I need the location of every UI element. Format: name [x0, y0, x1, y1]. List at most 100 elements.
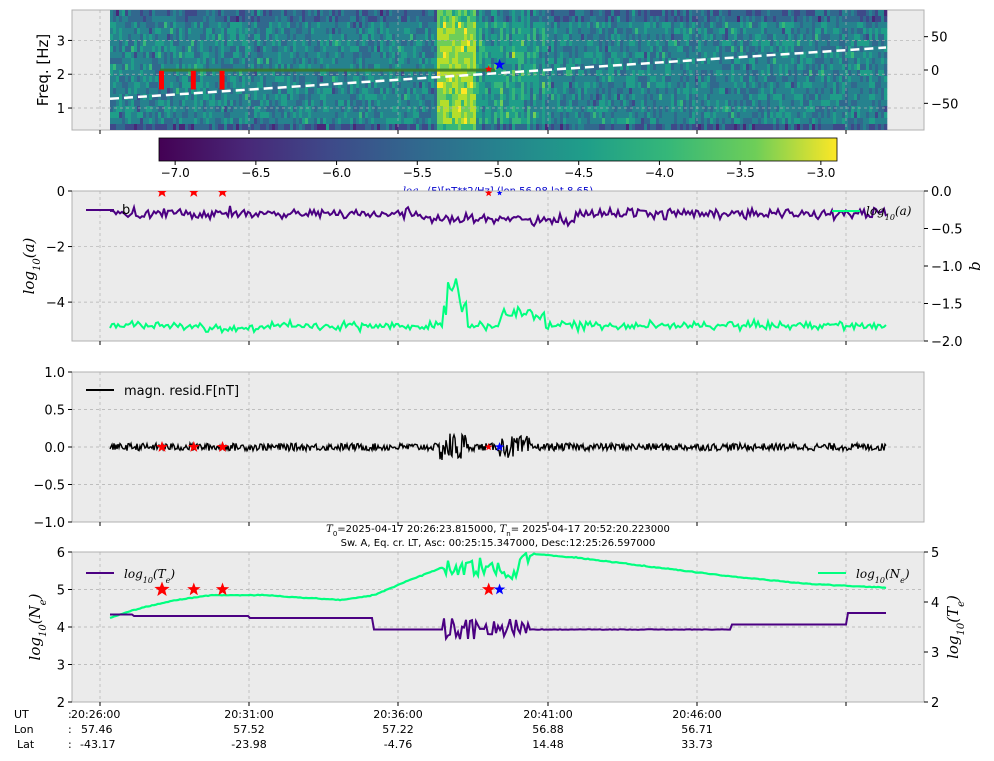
spectrogram-cell [686, 82, 690, 89]
spectrogram-cell [800, 76, 804, 83]
spectrogram-cell [485, 22, 489, 29]
spectrogram-cell [785, 76, 789, 83]
spectrogram-cell [677, 100, 681, 107]
spectrogram-cell [341, 70, 345, 77]
spectrogram-cell [518, 46, 522, 53]
spectrogram-cell [398, 124, 402, 130]
spectrogram-cell [839, 106, 843, 113]
spectrogram-cell [146, 70, 150, 77]
spectrogram-cell [347, 94, 351, 101]
spectrogram-cell [455, 124, 459, 130]
spectrogram-cell [374, 40, 378, 47]
spectrogram-cell [836, 94, 840, 101]
spectrogram-cell [380, 94, 384, 101]
spectrogram-cell [761, 94, 765, 101]
spectrogram-cell [296, 88, 300, 95]
spectrogram-cell [713, 118, 717, 125]
spectrogram-cell [797, 52, 801, 59]
spectrogram-cell [215, 64, 219, 71]
spectrogram-cell [755, 88, 759, 95]
spectrogram-cell [524, 76, 528, 83]
spectrogram-cell [509, 70, 513, 77]
spectrogram-cell [470, 22, 474, 29]
spectrogram-cell [314, 16, 318, 23]
spectrogram-cell [818, 52, 822, 59]
spectrogram-cell [215, 94, 219, 101]
spectrogram-cell [461, 112, 465, 119]
spectrogram-cell [227, 94, 231, 101]
spectrogram-cell [569, 124, 573, 130]
spectrogram-cell [164, 88, 168, 95]
spectrogram-cell [746, 106, 750, 113]
spectrogram-cell [110, 112, 114, 119]
spectrogram-cell [209, 52, 213, 59]
spectrogram-cell [698, 22, 702, 29]
spectrogram-cell [473, 82, 477, 89]
spectrogram-cell [137, 46, 141, 53]
spectrogram-cell [653, 28, 657, 35]
spectrogram-cell [821, 70, 825, 77]
spectrogram-cell [527, 94, 531, 101]
spectrogram-cell [767, 58, 771, 65]
spectrogram-cell [137, 16, 141, 23]
spectrogram-cell [119, 22, 123, 29]
spectrogram-cell [125, 82, 129, 89]
spectrogram-cell [464, 16, 468, 23]
spectrogram-cell [314, 82, 318, 89]
spectrogram-cell [524, 10, 528, 17]
spectrogram-cell [293, 40, 297, 47]
spectrogram-cell [572, 82, 576, 89]
spectrogram-cell [428, 52, 432, 59]
spectrogram-cell [650, 106, 654, 113]
spectrogram-cell [797, 94, 801, 101]
spectrogram-cell [161, 40, 165, 47]
spectrogram-cell [440, 112, 444, 119]
spectrogram-cell [299, 52, 303, 59]
spectrogram-cell [311, 52, 315, 59]
spectrogram-cell [590, 34, 594, 41]
spectrogram-cell [176, 58, 180, 65]
spectrogram-cell [308, 106, 312, 113]
spectrogram-cell [593, 94, 597, 101]
spectrogram-cell [719, 28, 723, 35]
spectrogram-cell [734, 10, 738, 17]
spectrogram-cell [200, 64, 204, 71]
spectrogram-cell [731, 52, 735, 59]
spectrogram-cell [203, 58, 207, 65]
spectrogram-cell [524, 52, 528, 59]
spectrogram-cell [185, 112, 189, 119]
spectrogram-cell [473, 46, 477, 53]
spectrogram-cell [845, 16, 849, 23]
spectrogram-cell [377, 40, 381, 47]
spectrogram-cell [200, 82, 204, 89]
spectrogram-cell [728, 34, 732, 41]
spectrogram-cell [290, 100, 294, 107]
spectrogram-cell [269, 52, 273, 59]
spectrogram-cell [773, 94, 777, 101]
spectrogram-cell [686, 70, 690, 77]
spectrogram-cell [617, 118, 621, 125]
spectrogram-cell [266, 58, 270, 65]
spectrogram-cell [137, 100, 141, 107]
spectrogram-cell [401, 22, 405, 29]
spectrogram-cell [275, 52, 279, 59]
spectrogram-cell [230, 100, 234, 107]
spectrogram-cell [587, 10, 591, 17]
spectrogram-cell [491, 58, 495, 65]
spectrogram-cell [623, 118, 627, 125]
spectrogram-cell [827, 100, 831, 107]
spectrogram-cell [170, 70, 174, 77]
spectrogram-cell [836, 70, 840, 77]
spectrogram-cell [647, 52, 651, 59]
spectrogram-cell [164, 52, 168, 59]
spectrogram-cell [200, 94, 204, 101]
spectrogram-cell [725, 22, 729, 29]
spectrogram-cell [242, 46, 246, 53]
spectrogram-cell [425, 100, 429, 107]
spectrogram-cell [206, 52, 210, 59]
spectrogram-cell [728, 106, 732, 113]
spectrogram-cell [542, 46, 546, 53]
spectrogram-cell [440, 82, 444, 89]
spectrogram-cell [215, 112, 219, 119]
spectrogram-cell [422, 58, 426, 65]
